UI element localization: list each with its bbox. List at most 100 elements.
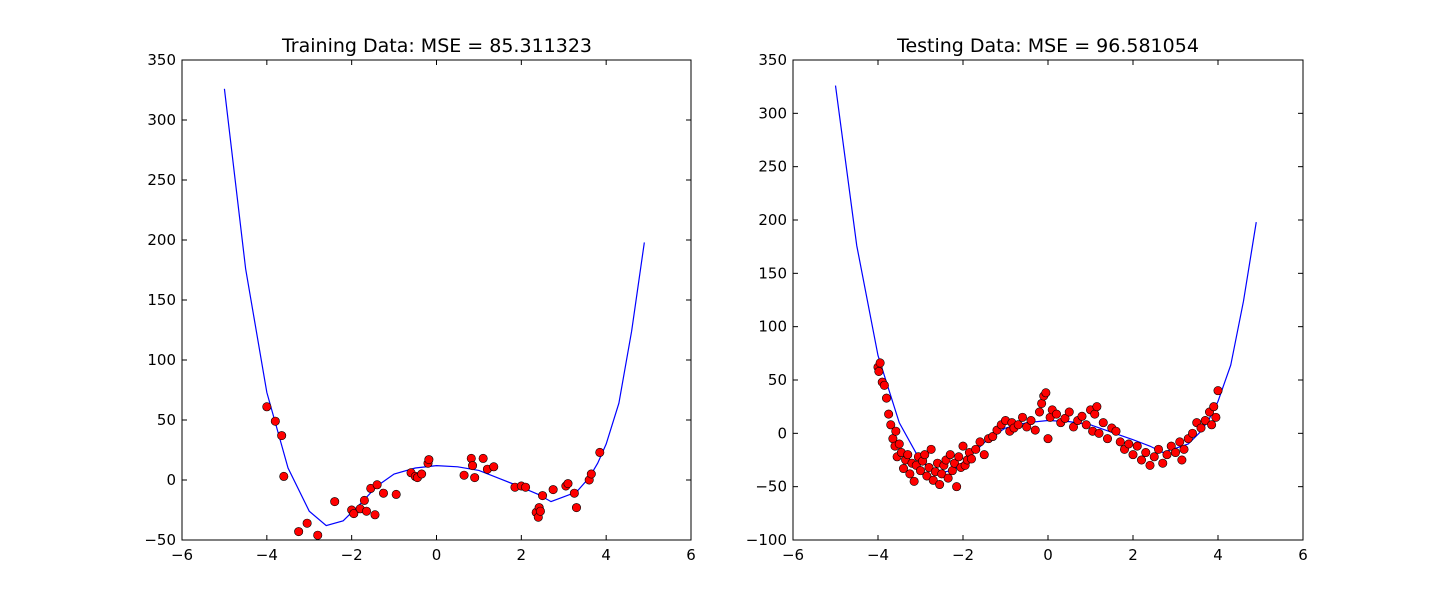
data-point <box>521 482 531 492</box>
data-point <box>1041 388 1051 398</box>
data-point <box>1037 398 1047 408</box>
y-tick-label: 200 <box>758 211 787 229</box>
data-point <box>489 462 499 472</box>
data-point <box>1017 412 1027 422</box>
y-tick-label: 100 <box>758 318 787 336</box>
data-point <box>1141 448 1151 458</box>
y-tick-label: 150 <box>758 264 787 282</box>
data-point <box>294 527 304 537</box>
data-point <box>359 495 369 505</box>
data-point <box>279 471 289 481</box>
data-point <box>891 426 901 436</box>
data-point <box>966 454 976 464</box>
data-point <box>947 466 957 476</box>
data-point <box>1166 441 1176 451</box>
y-tick-label: 150 <box>147 291 176 309</box>
data-point <box>1211 412 1221 422</box>
y-tick-label: −100 <box>746 531 787 549</box>
data-point <box>952 482 962 492</box>
data-point <box>1030 425 1040 435</box>
data-point <box>1162 450 1172 460</box>
data-point <box>478 453 488 463</box>
data-point <box>875 358 885 368</box>
data-point <box>391 489 401 499</box>
data-point <box>1145 460 1155 470</box>
data-point <box>538 491 548 501</box>
y-tick-label: 250 <box>758 158 787 176</box>
data-point <box>1149 452 1159 462</box>
data-point <box>928 475 938 485</box>
x-tick-label: −6 <box>171 546 193 564</box>
data-point <box>949 458 959 468</box>
data-point <box>1022 422 1032 432</box>
x-tick-label: −4 <box>867 546 889 564</box>
y-tick-label: 50 <box>157 411 176 429</box>
data-point <box>1115 437 1125 447</box>
data-point <box>1094 428 1104 438</box>
data-point <box>1213 386 1223 396</box>
data-point <box>926 444 936 454</box>
data-point <box>1043 434 1053 444</box>
data-point <box>905 469 915 479</box>
data-point <box>881 393 891 403</box>
data-point <box>468 461 478 471</box>
data-point <box>884 409 894 419</box>
data-point <box>1177 455 1187 465</box>
data-point <box>1052 409 1062 419</box>
plot-title: Training Data: MSE = 85.311323 <box>281 35 592 57</box>
y-tick-label: 300 <box>147 111 176 129</box>
y-tick-label: 0 <box>166 471 176 489</box>
data-point <box>1092 402 1102 412</box>
data-point <box>262 402 272 412</box>
data-point <box>979 450 989 460</box>
data-point <box>1111 426 1121 436</box>
data-point <box>1026 416 1036 426</box>
fit-curve <box>834 85 1257 475</box>
x-tick-label: 6 <box>686 546 696 564</box>
data-point <box>569 488 579 498</box>
y-tick-label: 0 <box>777 424 787 442</box>
x-tick-label: 0 <box>1043 546 1053 564</box>
data-point <box>1209 402 1219 412</box>
data-point <box>954 452 964 462</box>
y-tick-label: 50 <box>768 371 787 389</box>
y-tick-label: 100 <box>147 351 176 369</box>
data-point <box>535 506 545 516</box>
x-tick-label: 4 <box>1213 546 1223 564</box>
data-point <box>1081 420 1091 430</box>
data-point <box>937 469 947 479</box>
fit-curve <box>223 88 645 527</box>
data-point <box>922 471 932 481</box>
data-point <box>894 439 904 449</box>
data-point <box>945 450 955 460</box>
data-point <box>302 518 312 528</box>
y-tick-label: 350 <box>147 51 176 69</box>
data-point <box>571 503 581 513</box>
data-point <box>874 366 884 376</box>
data-point <box>459 470 469 480</box>
data-point <box>958 441 968 451</box>
plot-frame <box>181 59 692 541</box>
data-point <box>362 506 372 516</box>
data-point <box>1103 434 1113 444</box>
data-point <box>595 447 605 457</box>
data-point <box>372 480 382 490</box>
data-point <box>378 488 388 498</box>
data-point <box>903 450 913 460</box>
data-point <box>909 476 919 486</box>
data-point <box>1179 444 1189 454</box>
data-point <box>943 473 953 483</box>
data-point <box>924 462 934 472</box>
data-point <box>417 469 427 479</box>
data-point <box>313 530 323 540</box>
data-point <box>1128 450 1138 460</box>
data-point <box>915 466 925 476</box>
data-point <box>975 437 985 447</box>
data-point <box>1137 455 1147 465</box>
x-tick-label: −2 <box>341 546 363 564</box>
x-tick-label: −2 <box>952 546 974 564</box>
data-point <box>920 450 930 460</box>
data-point <box>1090 409 1100 419</box>
data-point <box>1158 458 1168 468</box>
